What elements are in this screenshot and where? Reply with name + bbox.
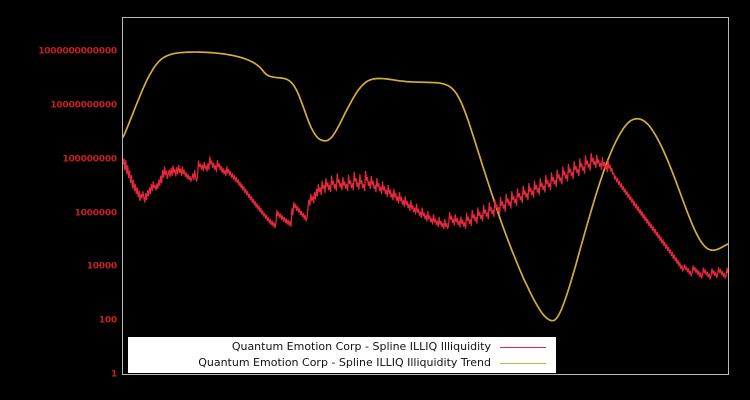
y-axis-tick-label: 1000000000000	[38, 46, 117, 57]
legend-entry: Quantum Emotion Corp - Spline ILLIQ Illi…	[128, 355, 550, 371]
legend-swatch-illiquidity	[500, 346, 546, 348]
legend-swatch-trend	[500, 362, 546, 364]
chart-legend: Quantum Emotion Corp - Spline ILLIQ Illi…	[128, 337, 556, 373]
y-axis-tick-label: 1	[110, 369, 117, 380]
plot-area	[122, 17, 729, 375]
plot-svg	[123, 51, 728, 322]
y-axis-tick-label: 1000000	[74, 208, 118, 218]
legend-label: Quantum Emotion Corp - Spline ILLIQ Illi…	[231, 340, 491, 353]
series-line-illiquidity	[123, 152, 728, 280]
y-axis-tick-label: 100	[98, 315, 117, 326]
series-line-trend	[123, 51, 728, 322]
legend-label: Quantum Emotion Corp - Spline ILLIQ Illi…	[198, 356, 491, 369]
y-axis-tick-label: 10000	[86, 261, 118, 272]
legend-entry: Quantum Emotion Corp - Spline ILLIQ Illi…	[128, 339, 550, 355]
y-axis-tick-label: 10000000000	[50, 100, 117, 111]
y-axis-tick-label: 100000000	[62, 154, 117, 165]
y-axis-tick-labels: 1000000000000 10000000000 100000000 1000000…	[0, 0, 117, 400]
